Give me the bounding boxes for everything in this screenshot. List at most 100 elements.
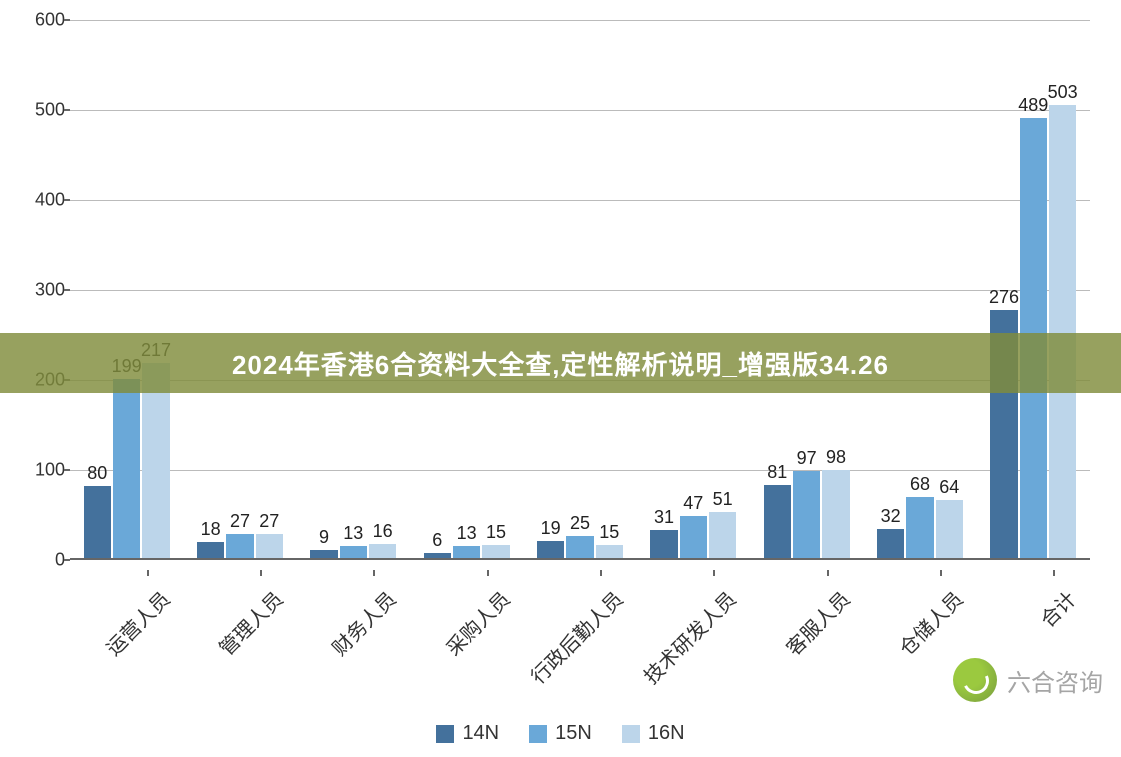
watermark-text: 六合咨询 [1007,663,1103,698]
gridline [70,290,1090,291]
bar-value-label: 80 [87,463,107,484]
bar: 15 [482,545,509,559]
bar-group: 276489503 [989,105,1077,558]
y-tick-mark [64,109,70,111]
x-tick-mark [147,570,149,576]
legend-label: 15N [555,722,592,745]
bar-value-label: 19 [541,518,561,539]
y-tick-label: 0 [15,550,65,571]
bar-value-label: 15 [486,522,506,543]
bar-group: 91316 [309,544,397,558]
x-tick-mark [940,570,942,576]
bar: 81 [764,485,791,558]
x-axis-label: 行政后勤人员 [523,584,628,689]
legend-swatch [622,725,640,743]
bar: 16 [369,544,396,558]
bar-value-label: 25 [570,513,590,534]
bar: 97 [793,471,820,558]
bar: 47 [680,516,707,558]
bar-group: 182727 [196,534,284,558]
bar: 80 [84,486,111,558]
gridline [70,200,1090,201]
y-tick-mark [64,199,70,201]
y-tick-mark [64,289,70,291]
bar-value-label: 16 [373,521,393,542]
bar-value-label: 98 [826,447,846,468]
bar-value-label: 32 [881,506,901,527]
legend: 14N 15N 16N [0,722,1121,745]
bar: 32 [877,529,904,558]
y-tick-label: 100 [15,460,65,481]
wechat-icon [953,658,997,702]
y-tick-label: 400 [15,190,65,211]
bar-value-label: 489 [1018,95,1048,116]
x-axis-label: 技术研发人员 [636,584,741,689]
bar: 27 [226,534,253,558]
legend-label: 16N [648,722,685,745]
x-axis-label: 财务人员 [325,584,402,661]
bar: 64 [936,500,963,558]
bar: 9 [310,550,337,558]
bar-value-label: 27 [259,511,279,532]
bar: 6 [424,553,451,558]
bar-value-label: 6 [432,530,442,551]
x-axis-label: 采购人员 [438,584,515,661]
bar-group: 326864 [876,497,964,558]
overlay-text: 2024年香港6合资料大全查,定性解析说明_增强版34.26 [232,345,889,382]
bar-value-label: 97 [797,448,817,469]
bar: 31 [650,530,677,558]
y-tick-mark [64,469,70,471]
bar: 15 [596,545,623,559]
y-tick-label: 300 [15,280,65,301]
x-tick-mark [1053,570,1055,576]
gridline [70,110,1090,111]
x-tick-mark [713,570,715,576]
bar: 27 [256,534,283,558]
legend-label: 14N [462,722,499,745]
bar: 18 [197,542,224,558]
bar-value-label: 47 [683,493,703,514]
bar-value-label: 31 [654,507,674,528]
bar-value-label: 81 [767,462,787,483]
bar-value-label: 15 [599,522,619,543]
x-axis-label: 运营人员 [98,584,175,661]
bar: 13 [453,546,480,558]
bar: 98 [822,470,849,558]
bar: 19 [537,541,564,558]
bar: 199 [113,379,140,558]
bar-value-label: 64 [939,477,959,498]
x-tick-mark [373,570,375,576]
x-axis-label: 管理人员 [211,584,288,661]
bar-group: 819798 [763,470,851,558]
gridline [70,470,1090,471]
bar-value-label: 27 [230,511,250,532]
legend-swatch [529,725,547,743]
bar-value-label: 276 [989,287,1019,308]
legend-item: 16N [622,722,685,745]
bar-value-label: 68 [910,474,930,495]
x-axis-label: 仓储人员 [891,584,968,661]
bar-value-label: 13 [457,523,477,544]
x-tick-mark [260,570,262,576]
bar-group: 314751 [649,512,737,558]
bar-value-label: 18 [201,519,221,540]
bar: 68 [906,497,933,558]
bar-value-label: 9 [319,527,329,548]
y-tick-mark [64,19,70,21]
bar-value-label: 503 [1048,82,1078,103]
bar-group: 61315 [423,545,511,559]
x-axis-label: 客服人员 [778,584,855,661]
chart-container: 0100200300400500600801992171827279131661… [20,10,1100,580]
bar-value-label: 51 [713,489,733,510]
y-tick-mark [64,559,70,561]
x-tick-mark [487,570,489,576]
bar-value-label: 13 [343,523,363,544]
legend-swatch [436,725,454,743]
x-axis-label: 合计 [1033,584,1082,633]
bar: 13 [340,546,367,558]
overlay-banner: 2024年香港6合资料大全查,定性解析说明_增强版34.26 [0,333,1121,393]
bar: 25 [566,536,593,559]
plot-area: 0100200300400500600801992171827279131661… [70,20,1090,560]
legend-item: 15N [529,722,592,745]
legend-item: 14N [436,722,499,745]
